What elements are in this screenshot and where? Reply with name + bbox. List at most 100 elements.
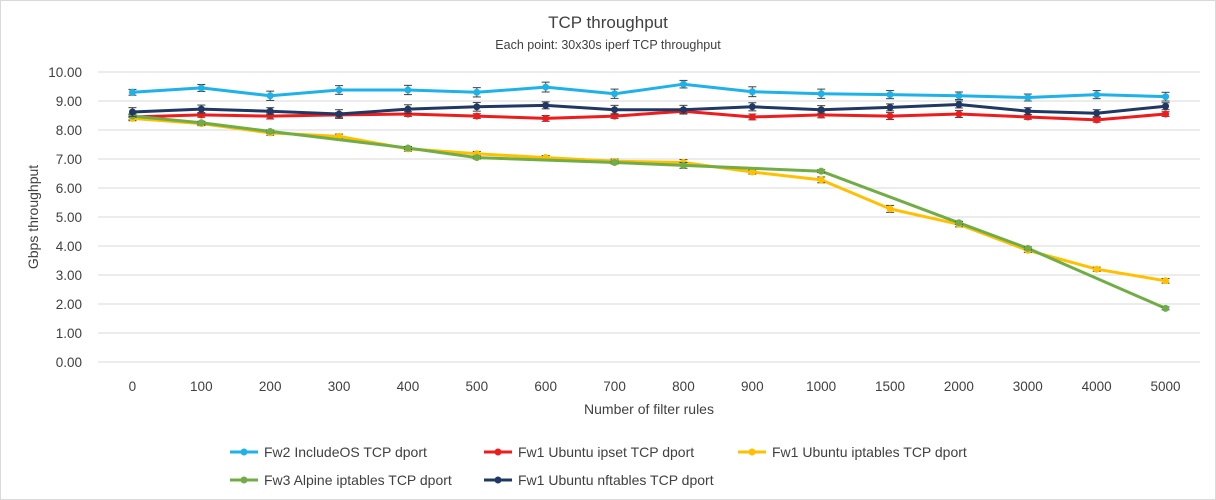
y-tick-label: 0.00 xyxy=(56,355,82,370)
data-point xyxy=(955,110,963,118)
data-point xyxy=(886,112,894,120)
data-point xyxy=(1162,102,1170,110)
x-tick-label: 4000 xyxy=(1082,379,1112,394)
series-2 xyxy=(128,114,1170,285)
data-point xyxy=(886,205,894,213)
x-tick-label: 3000 xyxy=(1013,379,1043,394)
x-tick-label: 0 xyxy=(129,379,137,394)
x-tick-label: 700 xyxy=(603,379,626,394)
data-point xyxy=(1162,304,1170,312)
legend-marker xyxy=(748,448,756,456)
y-tick-label: 5.00 xyxy=(56,210,82,225)
data-point xyxy=(404,110,412,118)
legend-label: Fw1 Ubuntu nftables TCP dport xyxy=(518,472,714,488)
data-point xyxy=(748,168,756,176)
series-0 xyxy=(128,79,1170,102)
data-point xyxy=(679,106,687,114)
data-point xyxy=(748,103,756,111)
data-point xyxy=(1024,244,1032,252)
y-tick-label: 6.00 xyxy=(56,181,82,196)
data-point xyxy=(197,105,205,113)
data-point xyxy=(197,119,205,127)
data-point xyxy=(748,113,756,121)
chart-legend: Fw2 IncludeOS TCP dport Fw1 Ubuntu ipset … xyxy=(230,444,967,488)
data-point xyxy=(679,161,687,169)
data-point xyxy=(128,108,136,116)
y-tick-label: 9.00 xyxy=(56,94,82,109)
y-tick-label: 10.00 xyxy=(48,65,82,80)
data-point xyxy=(266,127,274,135)
series-line xyxy=(130,109,1168,122)
y-tick-label: 8.00 xyxy=(56,123,82,138)
x-tick-label: 900 xyxy=(741,379,764,394)
data-point xyxy=(1093,265,1101,273)
data-point xyxy=(1093,116,1101,124)
series-line xyxy=(130,82,1168,99)
data-point xyxy=(197,84,205,92)
y-tick-label: 4.00 xyxy=(56,239,82,254)
data-point xyxy=(886,91,894,99)
data-point xyxy=(955,100,963,108)
x-tick-label: 500 xyxy=(466,379,489,394)
data-point xyxy=(1162,110,1170,118)
data-point xyxy=(404,144,412,152)
data-point xyxy=(611,90,619,98)
data-point xyxy=(473,88,481,96)
data-point xyxy=(404,105,412,113)
legend-marker xyxy=(494,448,502,456)
data-point xyxy=(473,154,481,162)
x-tick-label: 800 xyxy=(672,379,695,394)
data-point xyxy=(542,101,550,109)
x-tick-label: 300 xyxy=(328,379,351,394)
x-tick-label: 100 xyxy=(190,379,213,394)
legend-marker xyxy=(240,476,248,484)
y-tick-label: 1.00 xyxy=(56,326,82,341)
data-point xyxy=(266,92,274,100)
data-point xyxy=(1093,109,1101,117)
data-point xyxy=(1093,91,1101,99)
legend-item: Fw1 Ubuntu ipset TCP dport xyxy=(484,444,694,460)
data-point xyxy=(817,90,825,98)
legend-marker xyxy=(494,476,502,484)
data-point xyxy=(817,111,825,119)
data-point xyxy=(1024,107,1032,115)
series-4 xyxy=(128,100,1170,119)
data-point xyxy=(1024,94,1032,102)
legend-item: Fw1 Ubuntu iptables TCP dport xyxy=(738,444,967,460)
data-point xyxy=(748,88,756,96)
data-point xyxy=(266,107,274,115)
x-axis-ticks: 0 100 200 300 400 500 600 700 800 900 1000 1500 2000… xyxy=(129,379,1181,394)
data-point xyxy=(1162,277,1170,285)
series-line xyxy=(130,103,1168,116)
data-point xyxy=(611,158,619,166)
y-tick-label: 3.00 xyxy=(56,268,82,283)
y-axis-label: Gbps throughput xyxy=(25,165,41,269)
legend-label: Fw1 Ubuntu ipset TCP dport xyxy=(518,444,694,460)
x-tick-label: 5000 xyxy=(1151,379,1181,394)
series-1 xyxy=(128,107,1170,124)
legend-marker xyxy=(240,448,248,456)
series-3 xyxy=(128,112,1170,312)
legend-item: Fw2 IncludeOS TCP dport xyxy=(230,444,427,460)
x-tick-label: 1000 xyxy=(806,379,836,394)
data-point xyxy=(1162,93,1170,101)
chart-subtitle: Each point: 30x30s iperf TCP throughput xyxy=(495,38,721,52)
chart-title: TCP throughput xyxy=(548,13,668,32)
series-layer xyxy=(128,79,1170,312)
data-point xyxy=(128,88,136,96)
data-point xyxy=(817,167,825,175)
data-point xyxy=(611,106,619,114)
y-tick-label: 7.00 xyxy=(56,152,82,167)
legend-label: Fw1 Ubuntu iptables TCP dport xyxy=(772,444,967,460)
series-line xyxy=(130,116,1168,283)
x-tick-label: 200 xyxy=(259,379,282,394)
x-axis-label: Number of filter rules xyxy=(584,401,714,417)
data-point xyxy=(473,112,481,120)
data-point xyxy=(955,92,963,100)
data-point xyxy=(473,103,481,111)
data-point xyxy=(886,103,894,111)
x-tick-label: 600 xyxy=(534,379,557,394)
x-tick-label: 400 xyxy=(397,379,420,394)
x-tick-label: 1500 xyxy=(875,379,905,394)
